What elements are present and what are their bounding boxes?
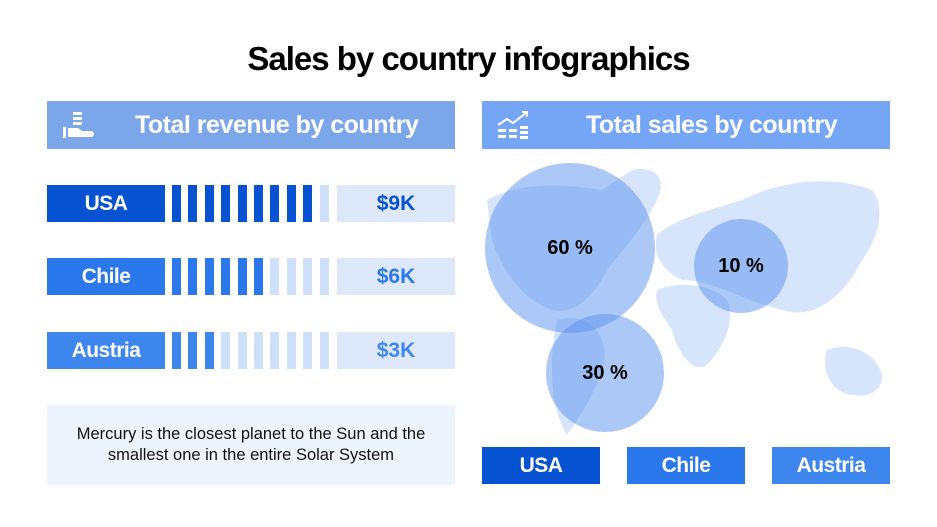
- bar-segment-filled: [286, 185, 296, 222]
- bar-segment-filled: [254, 258, 263, 295]
- bar-segment-filled: [188, 185, 198, 222]
- revenue-value: $3K: [337, 332, 455, 369]
- description-note: Mercury is the closest planet to the Sun…: [47, 405, 455, 485]
- bar-segment-empty: [254, 332, 263, 369]
- revenue-value: $9K: [337, 185, 455, 222]
- bar-segment-filled: [237, 185, 247, 222]
- bar-segment-empty: [319, 258, 329, 295]
- page-title: Sales by country infographics: [247, 40, 690, 77]
- coin-hand-icon: [63, 112, 94, 138]
- bubble-austria: 10 %: [694, 219, 788, 313]
- growth-chart-icon: [497, 111, 528, 139]
- bar-segment-empty: [303, 258, 313, 295]
- revenue-label-chile: Chile: [47, 258, 165, 295]
- bar-segment-empty: [303, 332, 313, 369]
- bubble-usa: 60 %: [485, 163, 655, 333]
- revenue-value: $6K: [337, 258, 455, 295]
- bar-segment-filled: [188, 332, 198, 369]
- bar-segment-empty: [237, 332, 247, 369]
- note-text: Mercury is the closest planet to the Sun…: [76, 425, 426, 464]
- sales-header-title: Total sales by country: [586, 110, 838, 139]
- bubble-label: 10 %: [718, 254, 764, 277]
- bar-segment-empty: [221, 332, 231, 369]
- legend-label: Austria: [796, 453, 866, 477]
- map-australia: [825, 346, 882, 396]
- revenue-label-usa: USA: [47, 185, 165, 222]
- bar-segment-filled: [204, 185, 214, 222]
- bar-segment-empty: [286, 258, 296, 295]
- legend-label: USA: [519, 453, 563, 477]
- bar-segment-empty: [270, 258, 280, 295]
- legend-chile: Chile: [627, 447, 745, 484]
- bar-segment-filled: [270, 185, 280, 222]
- bar-segment-empty: [270, 332, 280, 369]
- bubble-label: 30 %: [582, 361, 628, 384]
- legend-label: Chile: [661, 453, 711, 477]
- bar-segment-filled: [254, 185, 263, 222]
- bubble-label: 60 %: [547, 236, 593, 259]
- legend-austria: Austria: [772, 447, 890, 484]
- bar-segment-filled: [221, 185, 231, 222]
- map-africa: [656, 284, 731, 368]
- bar-segment-filled: [204, 332, 214, 369]
- bar-segment-filled: [221, 258, 231, 295]
- revenue-label-austria: Austria: [47, 332, 165, 369]
- bar-segment-filled: [204, 258, 214, 295]
- revenue-header: Total revenue by country: [47, 101, 455, 149]
- country-label: USA: [84, 191, 128, 215]
- country-label: Chile: [81, 264, 131, 288]
- sales-header: Total sales by country: [482, 101, 890, 149]
- bar-segment-empty: [319, 185, 329, 222]
- bar-segment-filled: [237, 258, 247, 295]
- bar-segment-filled: [172, 258, 181, 295]
- bar-segment-filled: [172, 332, 181, 369]
- bar-segment-filled: [303, 185, 313, 222]
- bubble-chile: 30 %: [546, 314, 664, 432]
- country-label: Austria: [71, 338, 141, 362]
- bar-segment-empty: [286, 332, 296, 369]
- bar-segment-filled: [172, 185, 181, 222]
- legend-usa: USA: [482, 447, 600, 484]
- bar-segment-empty: [319, 332, 329, 369]
- revenue-header-title: Total revenue by country: [135, 110, 419, 139]
- bar-segment-filled: [188, 258, 198, 295]
